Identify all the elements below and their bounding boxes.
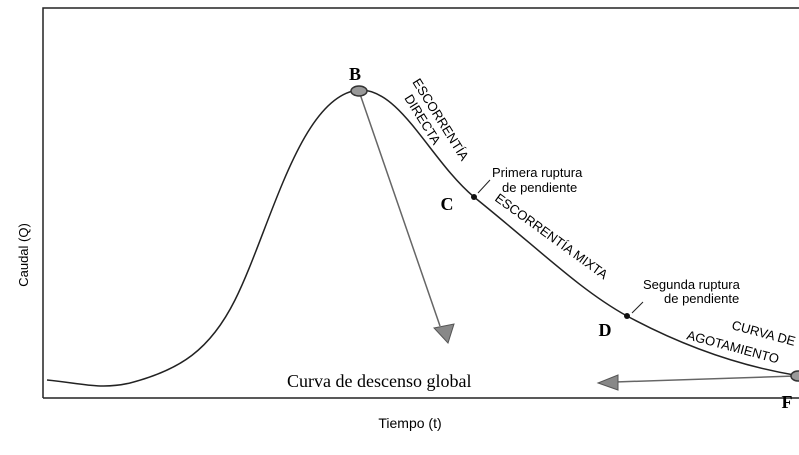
segment-label: ESCORRENTÍA MIXTA <box>492 190 611 282</box>
point-marker <box>790 370 799 382</box>
point-label: F <box>782 392 793 412</box>
arrow-head <box>596 374 619 391</box>
annotation: de pendiente <box>502 180 577 195</box>
annotation: Primera ruptura <box>492 165 583 180</box>
leader-line <box>631 301 644 314</box>
arrow-line <box>359 93 441 327</box>
leader-line <box>477 179 491 194</box>
point-label: C <box>441 194 454 214</box>
annotation: de pendiente <box>664 291 739 306</box>
diagram-body: B C D F ESCORRENTÍA DIRECTA Primera rupt… <box>16 7 799 431</box>
point-label: D <box>599 320 612 340</box>
point-label: B <box>349 64 361 84</box>
y-axis-label: Caudal (Q) <box>16 223 31 287</box>
annotation: Curva de descenso global <box>287 371 471 391</box>
x-axis-label: Tiempo (t) <box>378 415 441 431</box>
point-marker <box>350 85 368 97</box>
annotation: Segunda ruptura <box>643 277 741 292</box>
arrow-head <box>433 323 455 344</box>
point-marker <box>624 313 630 319</box>
point-marker <box>471 194 477 200</box>
arrow-line <box>614 375 796 383</box>
frame-line <box>42 7 799 398</box>
